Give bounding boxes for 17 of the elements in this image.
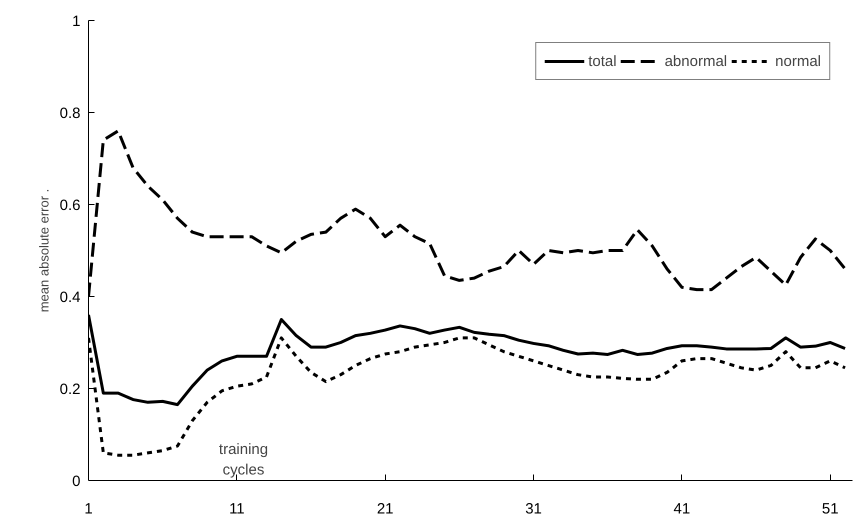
y-tick-label: 0.4	[60, 289, 81, 306]
legend-label: total	[588, 52, 617, 70]
y-tick-label: 0	[72, 473, 80, 490]
legend-label: abnormal	[664, 52, 728, 70]
x-tick-label: 51	[822, 500, 839, 518]
x-tick-label: 1	[84, 500, 93, 518]
y-tick-label: 0.6	[60, 197, 81, 214]
x-tick-label: 31	[525, 500, 542, 518]
legend-label: normal	[775, 52, 821, 70]
x-tick-label: 41	[674, 500, 690, 518]
y-tick-label: 0.8	[60, 105, 81, 122]
y-tick-label: 1	[72, 13, 80, 30]
y-tick-label: 0.2	[60, 381, 81, 398]
x-tick-label: 21	[376, 500, 394, 518]
x-axis-title: training cycles	[218, 441, 268, 478]
y-axis-title: mean absolute error .	[36, 188, 52, 312]
x-tick-label: 11	[229, 500, 245, 518]
